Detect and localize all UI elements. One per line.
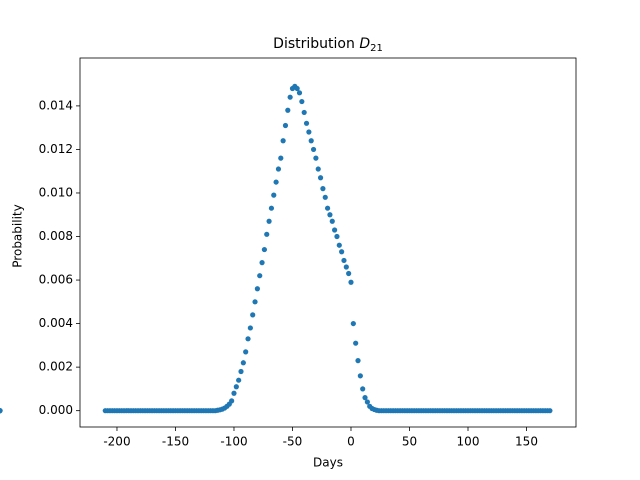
point <box>317 175 324 181</box>
title-symbol: D <box>359 36 370 52</box>
point <box>320 186 326 192</box>
x-tick-label: 100 <box>457 435 480 449</box>
point <box>364 399 370 405</box>
point <box>339 249 345 255</box>
point <box>336 242 342 248</box>
point <box>332 227 338 233</box>
point <box>266 218 272 224</box>
y-tick-label: 0.004 <box>39 316 73 330</box>
point <box>245 336 251 342</box>
point <box>301 109 307 116</box>
point <box>308 138 314 144</box>
point <box>264 231 270 237</box>
x-tick-label: -150 <box>162 435 189 449</box>
point <box>233 384 239 390</box>
y-tick-label: 0.010 <box>39 185 73 199</box>
point <box>247 325 253 331</box>
y-tick-label: 0.014 <box>39 98 73 112</box>
point <box>278 155 284 161</box>
point <box>257 273 263 279</box>
x-tick-label: -50 <box>283 435 303 449</box>
point <box>287 94 293 100</box>
x-tick-label: 0 <box>347 435 355 449</box>
point <box>294 85 300 92</box>
point <box>315 166 321 172</box>
point <box>250 312 256 318</box>
y-tick-label: 0.012 <box>39 142 73 156</box>
y-tick-label: 0.002 <box>39 360 73 374</box>
chart-title: Distribution D21 <box>273 36 383 54</box>
point <box>348 279 354 285</box>
y-axis-label: Probability <box>11 204 25 267</box>
point <box>299 98 305 105</box>
point <box>547 408 553 414</box>
point <box>306 129 312 135</box>
point <box>334 233 340 240</box>
point <box>285 107 291 113</box>
point <box>353 340 359 346</box>
x-tick-label: 50 <box>402 435 417 449</box>
point <box>280 138 286 144</box>
point <box>243 349 249 355</box>
x-tick-label: 150 <box>515 435 538 449</box>
point <box>346 270 352 277</box>
point <box>327 212 333 218</box>
point <box>273 179 279 185</box>
point <box>231 390 237 396</box>
point <box>343 264 349 270</box>
point <box>357 373 363 379</box>
point <box>282 122 289 129</box>
point <box>236 377 242 383</box>
point <box>275 166 282 172</box>
point <box>259 260 265 266</box>
point <box>350 320 356 327</box>
x-tick-label: -200 <box>103 435 130 449</box>
point <box>238 368 244 375</box>
point <box>360 386 366 392</box>
point <box>303 120 310 126</box>
point <box>0 408 3 414</box>
point <box>355 358 361 364</box>
title-text: Distribution <box>273 36 355 52</box>
point <box>254 286 260 292</box>
point <box>322 194 328 200</box>
y-tick-label: 0.008 <box>39 229 73 243</box>
x-axis-label: Days <box>313 456 343 470</box>
point <box>362 395 368 401</box>
point <box>240 360 246 366</box>
y-tick-label: 0.006 <box>39 273 73 287</box>
point <box>252 299 258 305</box>
title-subscript: 21 <box>370 43 383 54</box>
point <box>341 257 347 264</box>
x-tick-label: -100 <box>220 435 247 449</box>
point <box>324 205 331 211</box>
point <box>271 192 277 198</box>
point <box>313 155 319 161</box>
y-tick-label: 0.000 <box>39 403 73 417</box>
point <box>268 205 275 211</box>
point <box>296 90 303 96</box>
point <box>310 146 317 153</box>
point <box>229 398 235 404</box>
point <box>329 218 335 224</box>
point <box>261 246 268 253</box>
plot-frame <box>79 57 577 428</box>
